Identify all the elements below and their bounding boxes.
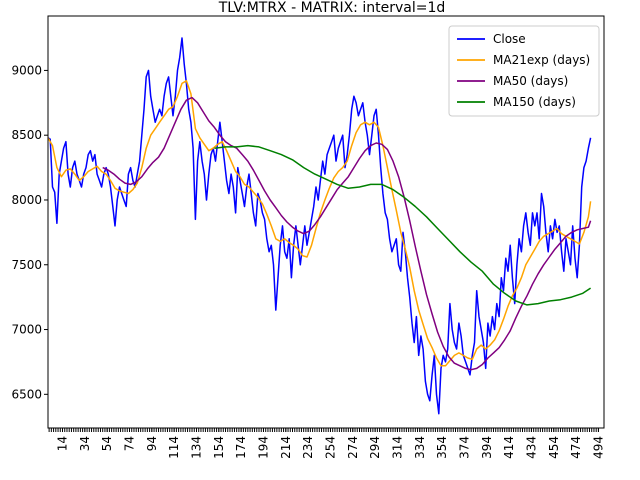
x-tick-label: 414 bbox=[502, 436, 516, 459]
chart-title: TLV:MTRX - MATRIX: interval=1d bbox=[218, 0, 446, 16]
legend-label-1: MA21exp (days) bbox=[493, 53, 590, 67]
x-tick-label: 154 bbox=[212, 436, 226, 459]
series-line-1 bbox=[47, 80, 592, 367]
series-line-0 bbox=[47, 37, 592, 415]
x-tick-label: 194 bbox=[256, 436, 270, 459]
y-tick-label: 7000 bbox=[11, 323, 42, 337]
x-tick-label: 274 bbox=[346, 436, 360, 459]
plot-frame bbox=[47, 15, 605, 429]
legend-label-2: MA50 (days) bbox=[493, 74, 568, 88]
x-tick-label: 294 bbox=[368, 436, 382, 459]
x-tick-label: 174 bbox=[234, 436, 248, 459]
x-tick-label: 314 bbox=[390, 436, 404, 459]
legend-label-0: Close bbox=[493, 32, 526, 46]
x-axis: 14 34 54 74 94 114 134 154 174 194 214 234 254 274 294… bbox=[48, 428, 605, 459]
y-tick-label: 9000 bbox=[11, 63, 42, 77]
x-tick-label: 14 bbox=[56, 436, 70, 451]
x-tick-label: 394 bbox=[480, 436, 494, 459]
series-lines bbox=[47, 37, 592, 415]
x-tick-label: 254 bbox=[323, 436, 337, 459]
x-tick-label: 54 bbox=[100, 436, 114, 451]
x-tick-label: 214 bbox=[279, 436, 293, 459]
x-tick-label: 494 bbox=[591, 436, 605, 459]
y-tick-label: 8000 bbox=[11, 193, 42, 207]
legend-label-3: MA150 (days) bbox=[493, 95, 576, 109]
legend-box bbox=[448, 25, 600, 117]
legend: Close MA21exp (days) MA50 (days) MA150 (day… bbox=[448, 25, 600, 117]
x-tick-label: 34 bbox=[78, 436, 92, 451]
x-tick-label: 374 bbox=[457, 436, 471, 459]
x-tick-label: 114 bbox=[167, 436, 181, 459]
x-tick-label: 354 bbox=[435, 436, 449, 459]
x-tick-label: 434 bbox=[524, 436, 538, 459]
x-tick-label: 334 bbox=[413, 436, 427, 459]
x-tick-label: 94 bbox=[145, 436, 159, 451]
x-tick-label: 454 bbox=[547, 436, 561, 459]
x-tick-label: 74 bbox=[123, 436, 137, 451]
x-tick-label: 474 bbox=[569, 436, 583, 459]
series-line-2 bbox=[102, 96, 592, 371]
y-tick-label: 6500 bbox=[11, 387, 42, 401]
y-axis: 6500 7000 7500 8000 8500 9000 bbox=[11, 63, 48, 401]
series-line-3 bbox=[214, 144, 592, 306]
x-tick-label: 234 bbox=[301, 436, 315, 459]
x-tick-label: 134 bbox=[189, 436, 203, 459]
y-tick-label: 7500 bbox=[11, 258, 42, 272]
y-tick-label: 8500 bbox=[11, 128, 42, 142]
